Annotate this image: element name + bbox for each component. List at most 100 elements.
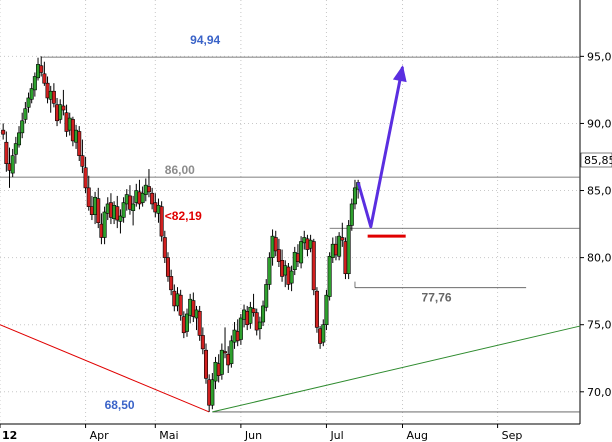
y-tick-label: 70,00: [587, 386, 612, 399]
x-tick-label: Sep: [502, 429, 523, 442]
candle-body: [261, 305, 266, 323]
candle-body: [118, 215, 123, 222]
y-ticks: 70,00 75,00 80,00 85,00 90,00 95,00: [580, 50, 612, 399]
candle-body: [204, 349, 209, 379]
candle-body: [102, 211, 107, 238]
candle-body: [140, 192, 145, 203]
levels: 94,94 86,00 <82,19 77,76 68,50: [0, 33, 580, 413]
projection-arrowhead: [392, 65, 407, 83]
candle-body: [219, 349, 224, 375]
candle-body: [340, 237, 345, 241]
candle-body: [39, 65, 44, 73]
candle-body: [324, 294, 329, 326]
projection-path: [356, 66, 404, 229]
axes: [0, 0, 581, 425]
last-price-tag: 85,85: [580, 152, 612, 168]
candle-body: [200, 335, 205, 350]
candle-body: [159, 206, 164, 237]
candle-body: [80, 155, 85, 167]
trendline: [0, 324, 210, 413]
x-tick-label: Apr: [90, 429, 110, 442]
candle-body: [299, 241, 304, 264]
x-tick-label: Mai: [159, 429, 178, 442]
y-tick-label: 85,00: [587, 185, 612, 198]
candle-body: [29, 88, 34, 100]
candle-body: [32, 76, 37, 91]
candle-body: [51, 90, 56, 104]
candle-body: [276, 249, 281, 262]
candle-body: [96, 198, 101, 224]
candle-body: [131, 203, 136, 211]
candle-body: [10, 155, 15, 174]
candle-body: [352, 187, 357, 205]
overlays: [356, 65, 407, 238]
candle-body: [83, 167, 88, 189]
candle-body: [314, 290, 319, 328]
candle-body: [146, 186, 151, 193]
candle-body: [13, 143, 18, 155]
trendline: [212, 325, 581, 413]
candle-body: [346, 225, 351, 275]
level-label: 68,50: [105, 398, 135, 412]
candle-body: [264, 284, 269, 308]
candle-body: [349, 203, 354, 226]
candle-body: [273, 237, 278, 252]
candle-body: [311, 241, 316, 291]
level-label: 94,94: [190, 33, 220, 47]
y-tick-label: 90,00: [587, 117, 612, 130]
candle-body: [165, 257, 170, 277]
candle-body: [251, 308, 256, 313]
x-tick-label: Aug: [407, 429, 428, 442]
candle-body: [327, 255, 332, 297]
candle-body: [45, 82, 50, 99]
last-price-box: [580, 152, 612, 168]
candle-body: [121, 202, 126, 218]
candle-body: [86, 187, 91, 207]
candle-body: [184, 313, 189, 332]
candle-body: [17, 132, 22, 146]
candle-body: [267, 257, 272, 285]
last-price-label: 85,85: [584, 154, 612, 167]
y-tick-label: 75,00: [587, 319, 612, 332]
x-tick-label: 12: [2, 429, 17, 442]
level-label: <82,19: [165, 209, 202, 223]
candle-body: [248, 306, 253, 324]
level-label: 86,00: [165, 163, 195, 177]
candle-body: [162, 237, 167, 258]
level-label: 77,76: [422, 291, 452, 305]
y-tick-label: 80,00: [587, 252, 612, 265]
candle-body: [254, 312, 259, 331]
candle-body: [150, 192, 155, 205]
candle-body: [210, 379, 215, 406]
candle-body: [229, 340, 234, 364]
candle-body: [321, 324, 326, 343]
candle-body: [223, 351, 228, 354]
x-tick-label: Jun: [244, 429, 262, 442]
candle-body: [26, 97, 31, 108]
candles: [1, 56, 361, 412]
candle-body: [20, 120, 25, 134]
x-tick-label: Jul: [329, 429, 343, 442]
candle-body: [178, 294, 183, 316]
candle-body: [289, 270, 294, 284]
candle-body: [257, 321, 262, 330]
candle-body: [197, 310, 202, 336]
candle-body: [1, 129, 6, 135]
candle-body: [127, 195, 132, 210]
candle-body: [191, 300, 196, 317]
trendlines: [0, 324, 581, 413]
candle-body: [4, 141, 9, 164]
x-ticks: 12 Apr Mai Jun Jul Aug Sep: [0, 424, 522, 442]
candle-body: [61, 105, 66, 111]
y-tick-label: 95,00: [587, 50, 612, 63]
candle-body: [238, 317, 243, 340]
candle-body: [169, 276, 174, 291]
candle-body: [58, 104, 63, 120]
candle-body: [42, 73, 47, 84]
candle-body: [23, 108, 28, 120]
candle-body: [115, 206, 120, 221]
candle-body: [77, 131, 82, 156]
candle-body: [337, 235, 342, 257]
